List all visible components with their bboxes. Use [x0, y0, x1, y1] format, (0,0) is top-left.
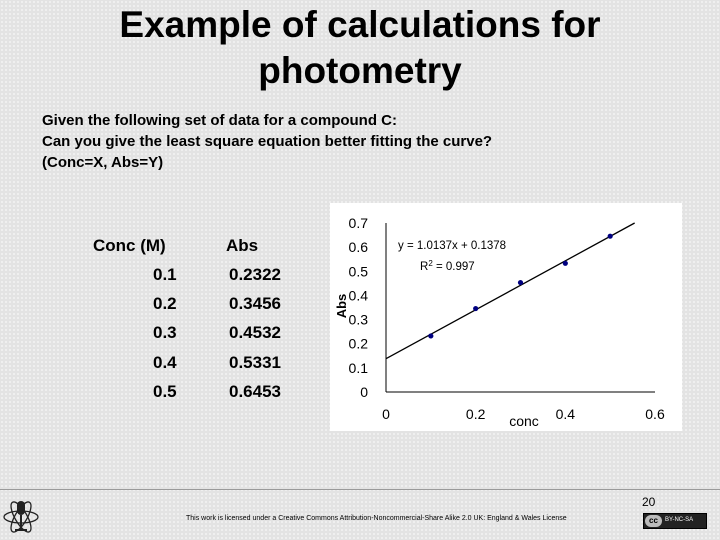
table-header-conc: Conc (M)	[93, 236, 166, 255]
x-tick-label: 0.4	[556, 406, 576, 422]
data-point	[607, 233, 613, 239]
x-tick-label: 0	[382, 406, 390, 422]
cc-license-badge[interactable]: cc BY-NC-SA	[643, 513, 707, 529]
title-line-2: photometry	[258, 50, 462, 91]
chart-area: 0 0.1 0.2 0.3 0.4 0.5 0.6 0.7 0 0.2 0.4 0.6 Abs co…	[330, 203, 682, 431]
table-cell-abs: 0.4532	[229, 323, 281, 342]
cc-badge-text: BY-NC-SA	[665, 517, 694, 523]
y-tick-label: 0.7	[349, 215, 369, 231]
data-point	[517, 279, 524, 286]
table-cell-conc: 0.3	[153, 323, 177, 342]
table-cell-abs: 0.6453	[229, 382, 281, 401]
license-text[interactable]: This work is licensed under a Creative C…	[186, 515, 567, 522]
question-text: Given the following set of data for a co…	[42, 110, 492, 173]
y-axis-label: Abs	[334, 294, 349, 319]
data-point	[428, 333, 434, 339]
y-tick-label: 0.3	[349, 312, 369, 328]
data-point	[473, 305, 479, 312]
table-cell-abs: 0.2322	[229, 265, 281, 284]
footer-divider	[0, 489, 720, 490]
table-cell-conc: 0.5	[153, 382, 177, 401]
r-squared-label: R	[420, 261, 428, 273]
question-line-3: (Conc=X, Abs=Y)	[42, 154, 164, 171]
x-tick-labels: 0 0.2 0.4 0.6	[382, 406, 665, 422]
r-squared: R2 = 0.997	[420, 259, 475, 274]
y-tick-label: 0	[360, 384, 368, 400]
r-squared-value: = 0.997	[433, 261, 475, 273]
x-axis-label: conc	[509, 413, 539, 429]
data-point	[562, 260, 568, 266]
page-number: 20	[642, 495, 656, 509]
atom-microphone-logo-icon	[3, 501, 39, 533]
table-cell-conc: 0.2	[153, 294, 177, 313]
data-points	[428, 233, 613, 339]
trendline-equation: y = 1.0137x + 0.1378	[398, 240, 506, 252]
cc-icon: cc	[645, 515, 662, 527]
table-header-abs: Abs	[226, 236, 259, 255]
y-tick-label: 0.5	[349, 263, 369, 279]
trendline	[385, 222, 635, 360]
table-cell-abs: 0.5331	[229, 353, 281, 372]
table-cell-conc: 0.1	[153, 265, 177, 284]
question-line-2: Can you give the least square equation b…	[42, 133, 493, 150]
table-cell-abs: 0.3456	[229, 294, 281, 313]
x-tick-label: 0.6	[645, 406, 665, 422]
table-cell-conc: 0.4	[153, 353, 177, 372]
slide-title: Example of calculations for photometry	[0, 2, 720, 94]
y-tick-label: 0.4	[349, 287, 369, 303]
y-tick-label: 0.1	[349, 360, 369, 376]
r-squared-superscript: 2	[428, 259, 433, 268]
y-tick-label: 0.6	[349, 239, 369, 255]
x-tick-label: 0.2	[466, 406, 486, 422]
scatter-chart: 0 0.1 0.2 0.3 0.4 0.5 0.6 0.7 0 0.2 0.4 0.6 Abs co…	[334, 215, 665, 429]
title-line-1: Example of calculations for	[119, 4, 601, 45]
y-tick-label: 0.2	[349, 336, 369, 352]
y-tick-labels: 0 0.1 0.2 0.3 0.4 0.5 0.6 0.7	[349, 215, 369, 400]
question-line-1: Given the following set of data for a co…	[42, 112, 398, 129]
